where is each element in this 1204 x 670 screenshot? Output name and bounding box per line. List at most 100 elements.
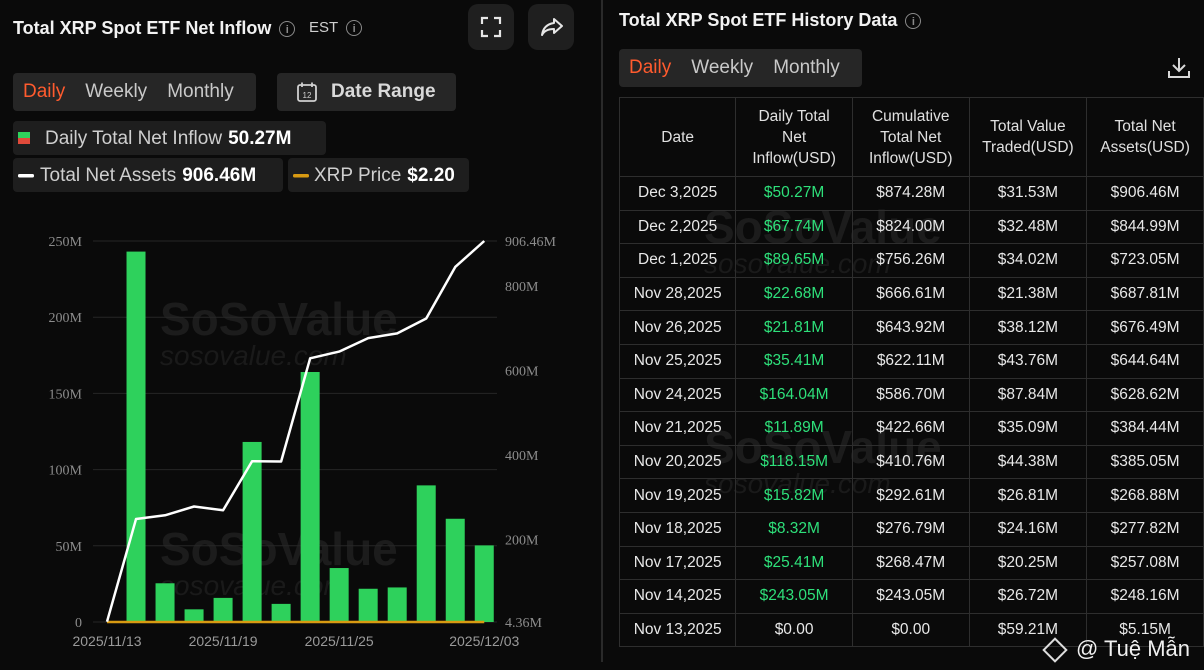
- column-header-text: Net: [782, 128, 807, 146]
- col-date[interactable]: Date: [618, 97, 737, 177]
- table-row: Nov 13,2025 $0.00 $0.00 $59.21M $5.15M: [618, 612, 1204, 648]
- table-row: Dec 2,2025 $67.74M $824.00M $32.48M $844.99M: [618, 209, 1204, 245]
- total-net-assets-line: [105, 240, 486, 623]
- table-cell: $59.21M: [968, 612, 1088, 648]
- column-header-text: Daily Total: [758, 107, 830, 125]
- legend-label: Daily Total Net Inflow: [45, 128, 223, 149]
- col-net-assets[interactable]: Total Net Assets(USD): [1086, 97, 1204, 177]
- date-range-label: Date Range: [331, 81, 436, 102]
- price-legend-line-icon: [293, 174, 309, 178]
- column-header-text: Inflow(USD): [868, 149, 953, 167]
- table-cell: $26.72M: [968, 579, 1088, 614]
- assets-legend-line-icon: [18, 174, 34, 178]
- y-right-tick-label: 400M: [505, 449, 539, 464]
- inflow-bar: [242, 441, 262, 622]
- table-cell: $8.32M: [735, 511, 853, 547]
- info-icon[interactable]: i: [279, 21, 296, 38]
- history-period-tabs: Daily Weekly Monthly: [619, 49, 862, 87]
- table-cell: $87.84M: [968, 377, 1088, 413]
- inflow-bar: [358, 588, 378, 622]
- table-cell: $20.25M: [968, 545, 1088, 581]
- table-cell: Nov 20,2025: [618, 444, 737, 480]
- table-cell: $31.53M: [968, 176, 1088, 211]
- inflow-bar: [416, 485, 436, 622]
- table-cell: $687.81M: [1086, 276, 1204, 312]
- inflow-bar: [474, 545, 494, 622]
- table-cell: $24.16M: [968, 511, 1088, 547]
- y-right-tick-label: 800M: [505, 280, 539, 295]
- table-cell: $666.61M: [851, 276, 970, 312]
- tab-weekly[interactable]: Weekly: [691, 57, 754, 78]
- legend-price[interactable]: XRP Price $2.20: [288, 158, 469, 192]
- y-right-tick-label: 600M: [505, 364, 539, 379]
- col-daily-inflow[interactable]: Daily Total Net Inflow(USD): [735, 97, 853, 177]
- table-cell: $35.09M: [968, 411, 1088, 446]
- table-row: Dec 3,2025 $50.27M $874.28M $31.53M $906.46M: [618, 176, 1204, 211]
- table-cell: Nov 28,2025: [618, 276, 737, 312]
- col-cumulative-inflow[interactable]: Cumulative Total Net Inflow(USD): [851, 97, 970, 177]
- y-left-tick-label: 150M: [49, 387, 83, 402]
- table-cell: $676.49M: [1086, 310, 1204, 345]
- timezone-label: EST i: [309, 19, 363, 37]
- table-cell: $268.88M: [1086, 478, 1204, 513]
- calendar-icon: 12: [297, 82, 317, 102]
- table-cell: $422.66M: [851, 411, 970, 446]
- table-cell: $0.00: [735, 612, 853, 648]
- table-cell: $385.05M: [1086, 444, 1204, 480]
- tab-weekly[interactable]: Weekly: [85, 81, 148, 102]
- tab-daily[interactable]: Daily: [23, 81, 66, 102]
- table-cell: $5.15M: [1086, 612, 1204, 648]
- table-cell: $268.47M: [851, 545, 970, 581]
- table-cell: Nov 25,2025: [618, 343, 737, 379]
- table-cell: $292.61M: [851, 478, 970, 513]
- author-credit: @ Tuệ Mẫn: [1042, 636, 1190, 663]
- tab-daily[interactable]: Daily: [629, 57, 672, 78]
- table-cell: Dec 1,2025: [618, 243, 737, 278]
- table-row: Nov 24,2025 $164.04M $586.70M $87.84M $628.6…: [618, 377, 1204, 413]
- y-left-tick-label: 100M: [49, 464, 83, 479]
- inflow-bar: [213, 597, 233, 622]
- column-header-text: Traded(USD): [982, 139, 1074, 156]
- table-cell: $22.68M: [735, 276, 853, 312]
- inflow-bar: [387, 587, 407, 622]
- table-header-row: Date Daily Total Net Inflow(USD) Cumulativ…: [618, 97, 1204, 177]
- fullscreen-button[interactable]: [468, 4, 514, 50]
- col-value-traded[interactable]: Total Value Traded(USD): [968, 97, 1088, 177]
- table-cell: $32.48M: [968, 209, 1088, 245]
- table-cell: $723.05M: [1086, 243, 1204, 278]
- table-cell: Nov 19,2025: [618, 478, 737, 513]
- table-cell: $50.27M: [735, 176, 853, 211]
- inflow-bar: [300, 372, 320, 622]
- inflow-bar: [126, 251, 146, 622]
- info-icon[interactable]: i: [905, 13, 922, 30]
- tab-monthly[interactable]: Monthly: [167, 81, 234, 102]
- chart-title: Total XRP Spot ETF Net Inflow i: [13, 18, 296, 39]
- tab-monthly[interactable]: Monthly: [773, 57, 840, 78]
- table-row: Nov 18,2025 $8.32M $276.79M $24.16M $277.82M: [618, 511, 1204, 547]
- table-row: Dec 1,2025 $89.65M $756.26M $34.02M $723.05M: [618, 243, 1204, 278]
- table-cell: $164.04M: [735, 377, 853, 413]
- fullscreen-icon: [480, 16, 502, 38]
- legend-assets[interactable]: Total Net Assets 906.46M: [13, 158, 283, 192]
- table-cell: Dec 2,2025: [618, 209, 737, 245]
- download-icon[interactable]: [1167, 56, 1191, 80]
- history-panel: SoSoValue sosovalue.com SoSoValue sosovalu…: [604, 0, 1204, 670]
- table-cell: $44.38M: [968, 444, 1088, 480]
- share-button[interactable]: [528, 4, 574, 50]
- x-tick-label: 2025/11/13: [72, 633, 141, 649]
- y-left-tick-label: 0: [75, 616, 82, 631]
- table-cell: $243.05M: [851, 579, 970, 614]
- table-cell: $67.74M: [735, 209, 853, 245]
- legend-inflow[interactable]: Daily Total Net Inflow 50.27M: [13, 121, 326, 155]
- date-range-button[interactable]: 12 Date Range: [277, 73, 456, 111]
- column-header-text: Inflow(USD): [752, 149, 836, 167]
- table-row: Nov 17,2025 $25.41M $268.47M $20.25M $257.08…: [618, 545, 1204, 581]
- info-icon[interactable]: i: [346, 20, 363, 37]
- table-cell: $824.00M: [851, 209, 970, 245]
- table-row: Nov 26,2025 $21.81M $643.92M $38.12M $676.49…: [618, 310, 1204, 345]
- legend-value: 50.27M: [228, 128, 292, 149]
- y-right-tick-label: 4.36M: [505, 616, 543, 631]
- history-table: Date Daily Total Net Inflow(USD) Cumulativ…: [618, 97, 1204, 648]
- table-cell: $257.08M: [1086, 545, 1204, 581]
